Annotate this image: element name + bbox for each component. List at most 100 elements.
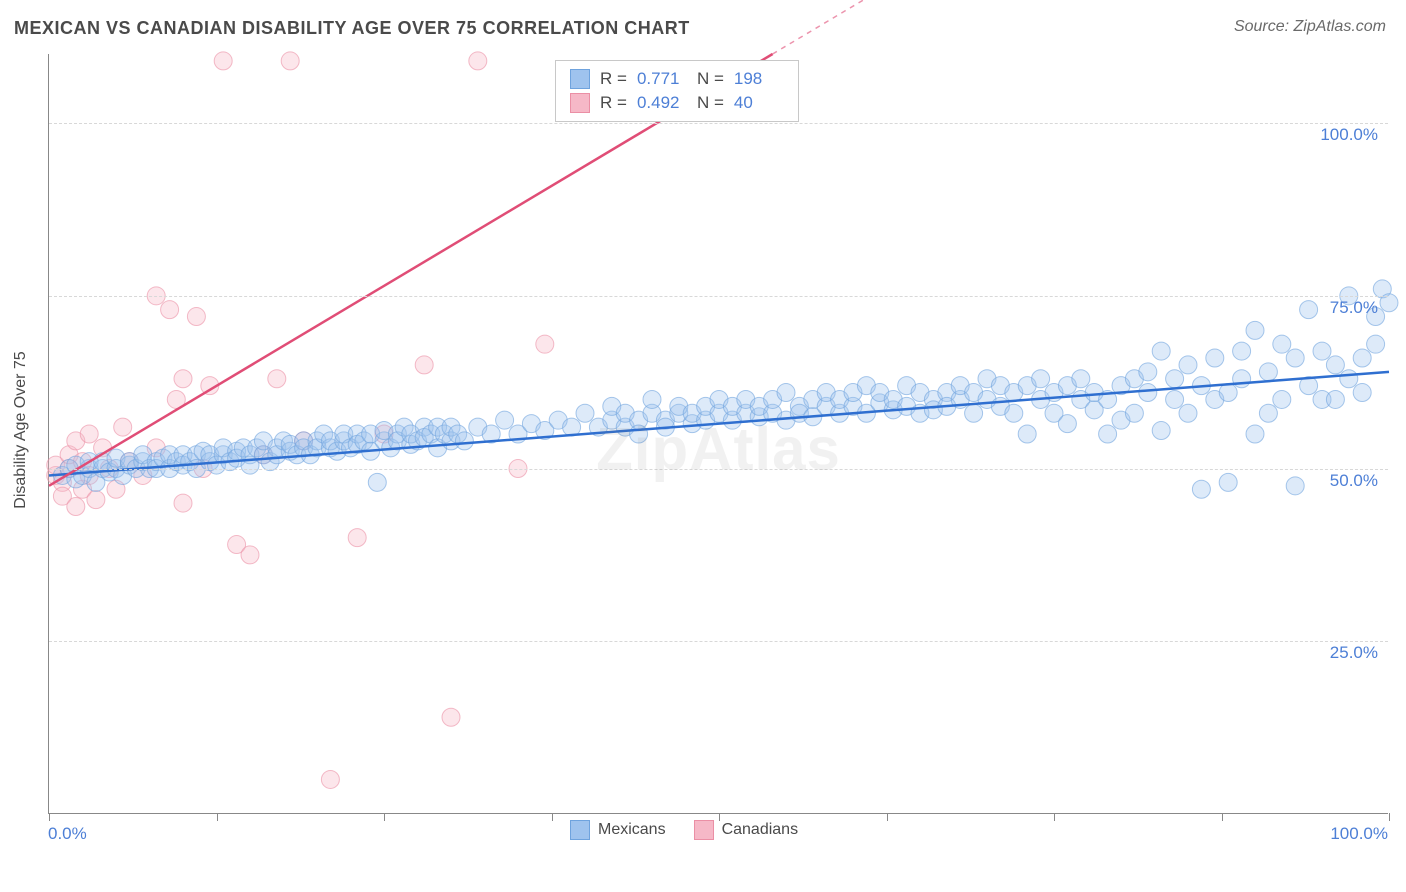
y-tick-label: 100.0%: [1320, 125, 1378, 145]
scatter-point: [321, 770, 339, 788]
scatter-point: [1179, 356, 1197, 374]
scatter-point: [415, 356, 433, 374]
x-tick: [552, 813, 553, 821]
legend-label: Mexicans: [598, 821, 666, 839]
chart-title: MEXICAN VS CANADIAN DISABILITY AGE OVER …: [14, 18, 690, 39]
scatter-point: [496, 411, 514, 429]
x-axis-min-label: 0.0%: [48, 824, 87, 844]
stats-row: R = 0.771 N = 198: [570, 67, 784, 91]
scatter-point: [174, 494, 192, 512]
scatter-point: [214, 52, 232, 70]
scatter-point: [469, 52, 487, 70]
scatter-point: [1233, 342, 1251, 360]
scatter-point: [1018, 425, 1036, 443]
legend-bottom: Mexicans Canadians: [570, 820, 798, 840]
scatter-point: [1219, 384, 1237, 402]
scatter-point: [536, 335, 554, 353]
scatter-point: [1286, 477, 1304, 495]
gridline: [49, 469, 1388, 470]
scatter-point: [777, 384, 795, 402]
stat-value-r: 0.492: [637, 93, 687, 113]
stat-value-n: 40: [734, 93, 784, 113]
stat-label-n: N =: [697, 93, 724, 113]
scatter-point: [1005, 404, 1023, 422]
scatter-point: [1246, 321, 1264, 339]
scatter-point: [1273, 390, 1291, 408]
scatter-point: [241, 546, 259, 564]
scatter-point: [455, 432, 473, 450]
scatter-point: [268, 370, 286, 388]
series-swatch: [570, 69, 590, 89]
scatter-point: [630, 425, 648, 443]
scatter-point: [1259, 363, 1277, 381]
scatter-point: [87, 491, 105, 509]
scatter-point: [1353, 349, 1371, 367]
scatter-point: [1072, 370, 1090, 388]
scatter-point: [187, 308, 205, 326]
scatter-point: [1273, 335, 1291, 353]
scatter-point: [1058, 415, 1076, 433]
legend-swatch: [694, 820, 714, 840]
chart-area: ZipAtlas 25.0%50.0%75.0%100.0%: [48, 54, 1388, 814]
scatter-point: [442, 708, 460, 726]
x-tick: [1054, 813, 1055, 821]
scatter-point: [1125, 404, 1143, 422]
scatter-point: [114, 418, 132, 436]
scatter-point: [1313, 342, 1331, 360]
scatter-point: [1340, 370, 1358, 388]
series-swatch: [570, 93, 590, 113]
scatter-point: [643, 390, 661, 408]
x-axis-max-label: 100.0%: [1330, 824, 1388, 844]
scatter-plot-svg: [49, 54, 1388, 813]
legend-item: Canadians: [694, 820, 799, 840]
y-axis-title: Disability Age Over 75: [12, 351, 30, 508]
stat-value-r: 0.771: [637, 69, 687, 89]
gridline: [49, 296, 1388, 297]
scatter-point: [1032, 370, 1050, 388]
scatter-point: [161, 301, 179, 319]
legend-item: Mexicans: [570, 820, 666, 840]
scatter-point: [1139, 363, 1157, 381]
gridline: [49, 641, 1388, 642]
scatter-point: [67, 498, 85, 516]
scatter-point: [1300, 301, 1318, 319]
scatter-point: [80, 425, 98, 443]
scatter-point: [1099, 425, 1117, 443]
stat-value-n: 198: [734, 69, 784, 89]
scatter-point: [1246, 425, 1264, 443]
legend-label: Canadians: [722, 821, 799, 839]
y-tick-label: 50.0%: [1330, 471, 1378, 491]
scatter-point: [1139, 384, 1157, 402]
scatter-point: [1152, 342, 1170, 360]
y-tick-label: 25.0%: [1330, 643, 1378, 663]
x-tick: [1389, 813, 1390, 821]
scatter-point: [1219, 473, 1237, 491]
scatter-point: [1179, 404, 1197, 422]
scatter-point: [1259, 404, 1277, 422]
x-tick: [887, 813, 888, 821]
scatter-point: [1353, 384, 1371, 402]
scatter-point: [965, 404, 983, 422]
scatter-point: [1166, 390, 1184, 408]
stat-label-r: R =: [600, 69, 627, 89]
gridline: [49, 123, 1388, 124]
legend-swatch: [570, 820, 590, 840]
stat-label-n: N =: [697, 69, 724, 89]
x-tick: [384, 813, 385, 821]
scatter-point: [1192, 480, 1210, 498]
scatter-point: [1152, 422, 1170, 440]
x-tick: [217, 813, 218, 821]
scatter-point: [281, 52, 299, 70]
stats-legend-box: R = 0.771 N = 198R = 0.492 N = 40: [555, 60, 799, 122]
stats-row: R =0.492N =40: [570, 91, 784, 115]
scatter-point: [1367, 335, 1385, 353]
scatter-point: [1286, 349, 1304, 367]
source-label: Source: ZipAtlas.com: [1234, 18, 1386, 36]
scatter-point: [348, 529, 366, 547]
scatter-point: [1326, 356, 1344, 374]
scatter-point: [1233, 370, 1251, 388]
scatter-point: [1326, 390, 1344, 408]
scatter-point: [1206, 349, 1224, 367]
y-tick-label: 75.0%: [1330, 298, 1378, 318]
x-tick: [1222, 813, 1223, 821]
